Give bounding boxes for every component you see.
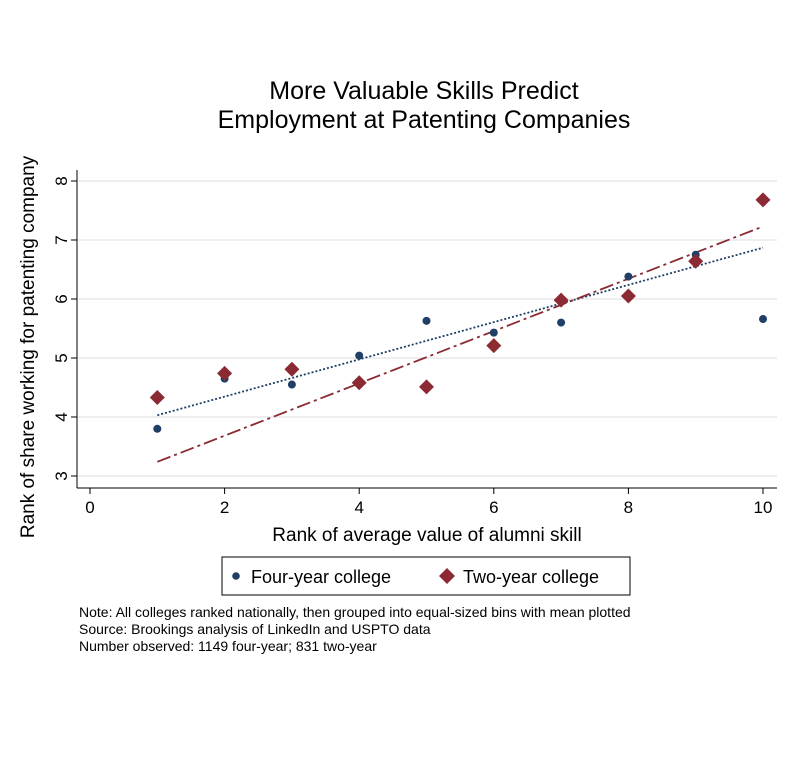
point-four-year — [557, 318, 566, 327]
legend-label-two-year: Two-year college — [463, 567, 599, 587]
grid — [78, 180, 777, 477]
y-axis-title: Rank of share working for patenting comp… — [18, 155, 39, 538]
x-tick-label: 4 — [354, 498, 363, 517]
point-four-year — [422, 316, 431, 325]
legend-box — [221, 556, 631, 596]
data-points — [149, 192, 771, 433]
chart-title-line-2: Employment at Patenting Companies — [218, 106, 631, 134]
y-tick-label: 7 — [52, 235, 71, 244]
y-tick-label: 5 — [52, 353, 71, 362]
point-four-year — [355, 351, 364, 360]
legend: Four-year college Two-year college — [221, 556, 631, 596]
axes: 3 4 5 6 7 8 0 2 4 6 8 10 — [52, 170, 777, 517]
fit-line-four-year — [157, 246, 764, 417]
x-tick-label: 2 — [220, 498, 229, 517]
legend-marker-two-year — [439, 568, 455, 584]
point-two-year — [553, 292, 569, 308]
point-four-year — [624, 272, 633, 281]
x-tick-label: 6 — [489, 498, 498, 517]
y-tick-label: 3 — [52, 471, 71, 480]
point-two-year — [486, 338, 502, 354]
x-tick-label: 10 — [754, 498, 773, 517]
point-two-year — [620, 288, 636, 304]
point-two-year — [149, 390, 165, 406]
x-axis-title: Rank of average value of alumni skill — [272, 525, 581, 546]
legend-label-four-year: Four-year college — [251, 567, 391, 587]
point-four-year — [489, 328, 498, 337]
chart-title-line-1: More Valuable Skills Predict — [269, 77, 578, 105]
point-two-year — [351, 375, 367, 391]
y-tick-label: 4 — [52, 412, 71, 421]
point-four-year — [153, 424, 162, 433]
fit-line-two-year — [156, 225, 764, 463]
x-tick-label: 8 — [624, 498, 633, 517]
point-two-year — [755, 192, 771, 208]
point-two-year — [688, 253, 704, 269]
y-tick-label: 8 — [52, 176, 71, 185]
fit-lines — [156, 225, 764, 463]
x-tick-label: 0 — [85, 498, 94, 517]
point-two-year — [217, 365, 233, 381]
point-two-year — [284, 361, 300, 377]
note-line-2: Source: Brookings analysis of LinkedIn a… — [79, 621, 431, 637]
y-tick-label: 6 — [52, 294, 71, 303]
note-line-1: Note: All colleges ranked nationally, th… — [79, 604, 631, 620]
point-two-year — [419, 379, 434, 395]
legend-marker-four-year — [232, 572, 240, 580]
note-line-3: Number observed: 1149 four-year; 831 two… — [79, 638, 377, 654]
point-four-year — [287, 380, 296, 389]
point-four-year — [759, 315, 767, 324]
